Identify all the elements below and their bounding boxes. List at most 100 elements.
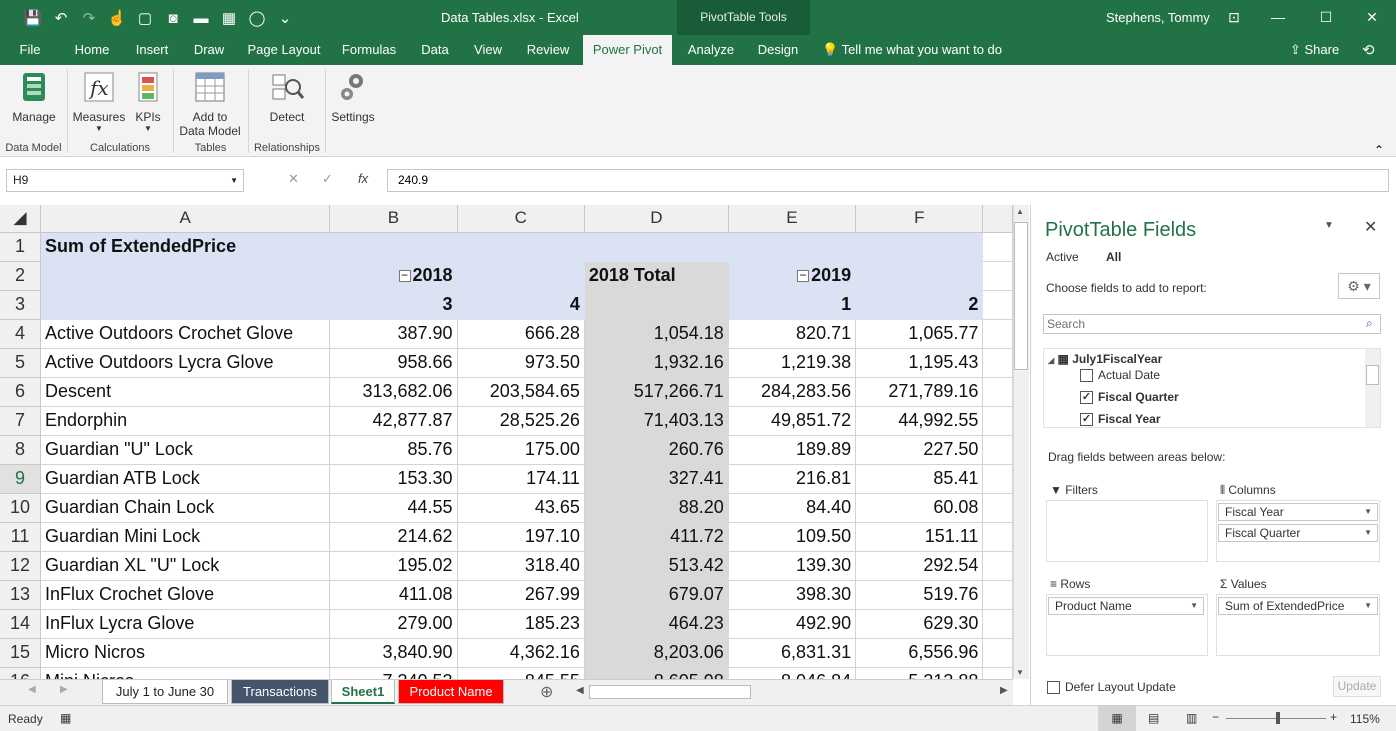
sheet-tab-transactions[interactable]: Transactions	[231, 680, 329, 704]
defer-layout-checkbox[interactable]: Defer Layout Update	[1047, 680, 1176, 695]
zoom-thumb[interactable]	[1276, 712, 1280, 724]
row-header[interactable]: 11	[0, 522, 42, 552]
product-name-cell[interactable]: InFlux Crochet Glove	[40, 580, 331, 610]
close-window-icon[interactable]: ✕	[1366, 9, 1378, 25]
value-cell[interactable]: 1,054.18	[584, 319, 729, 349]
value-cell[interactable]: 318.40	[457, 551, 585, 581]
field-list-thumb[interactable]	[1366, 365, 1379, 385]
tab-analyze[interactable]: Analyze	[687, 42, 735, 57]
tab-draw[interactable]: Draw	[193, 42, 225, 57]
shapes-icon[interactable]: ◯	[248, 10, 266, 27]
row-header[interactable]: 16	[0, 667, 42, 679]
add-to-data-model-button[interactable]: Add to Data Model	[176, 69, 244, 138]
row-header[interactable]: 15	[0, 638, 42, 668]
collapse-icon[interactable]: −	[398, 269, 411, 283]
checkbox[interactable]: ✓	[1080, 413, 1093, 427]
value-cell[interactable]: 820.71	[728, 319, 857, 349]
column-item-fiscal-year[interactable]: Fiscal Year	[1218, 503, 1378, 521]
product-name-cell[interactable]: Guardian Chain Lock	[40, 493, 331, 523]
settings-button[interactable]: Settings	[328, 69, 378, 124]
ribbon-display-icon[interactable]: ⊡	[1228, 9, 1240, 25]
column-header[interactable]: D	[584, 205, 729, 233]
field-list[interactable]: ◢ ▦ July1FiscalYear Actual Date ✓ Fiscal …	[1043, 348, 1381, 428]
tab-power-pivot[interactable]: Power Pivot	[583, 35, 672, 65]
macro-record-icon[interactable]: ▦	[60, 711, 72, 725]
tab-data[interactable]: Data	[421, 42, 449, 57]
value-cell[interactable]: 1,195.43	[855, 348, 984, 378]
touch-mode-icon[interactable]: ☝	[107, 10, 127, 27]
year-2019-header[interactable]: −2019	[728, 261, 857, 291]
row-header[interactable]: 7	[0, 406, 42, 436]
tab-design[interactable]: Design	[757, 42, 799, 57]
pane-options-icon[interactable]: ▼	[1324, 220, 1334, 231]
horizontal-scroll-thumb[interactable]	[589, 685, 751, 699]
tab-page-layout[interactable]: Page Layout	[247, 42, 321, 57]
value-cell[interactable]: 5,313.88	[855, 667, 984, 679]
row-header[interactable]: 1	[0, 232, 42, 262]
value-cell[interactable]: 279.00	[329, 609, 458, 639]
year-total-header[interactable]: 2018 Total	[584, 261, 729, 291]
column-header[interactable]: C	[457, 205, 585, 233]
field-list-scrollbar[interactable]	[1365, 349, 1380, 427]
value-cell[interactable]: 327.41	[584, 464, 729, 494]
kpis-button[interactable]: KPIs ▼	[130, 69, 166, 133]
value-cell[interactable]: 43.65	[457, 493, 585, 523]
tab-formulas[interactable]: Formulas	[341, 42, 397, 57]
value-cell[interactable]: 387.90	[329, 319, 458, 349]
tell-me-search[interactable]: 💡 Tell me what you want to do	[822, 42, 1002, 57]
quarter-header[interactable]: 1	[728, 290, 857, 320]
open-folder-icon[interactable]: ▬	[193, 9, 209, 27]
row-header[interactable]: 13	[0, 580, 42, 610]
checkbox[interactable]	[1080, 369, 1093, 383]
row-header[interactable]: 4	[0, 319, 42, 349]
value-cell[interactable]: 464.23	[584, 609, 729, 639]
sheet-tab-july[interactable]: July 1 to June 30	[102, 680, 228, 704]
page-layout-view-icon[interactable]: ▤	[1148, 711, 1160, 725]
new-sheet-icon[interactable]: ⊕	[540, 684, 554, 701]
product-name-cell[interactable]: Guardian Mini Lock	[40, 522, 331, 552]
value-cell[interactable]: 271,789.16	[855, 377, 984, 407]
value-cell[interactable]: 175.00	[457, 435, 585, 465]
worksheet-grid[interactable]: ◢ A B C D E F 1 Sum of ExtendedPrice 2 −…	[0, 205, 1013, 679]
row-header[interactable]: 3	[0, 290, 42, 320]
value-cell[interactable]: 492.90	[728, 609, 857, 639]
value-cell[interactable]: 8,605.98	[584, 667, 729, 679]
user-name[interactable]: Stephens, Tommy	[1106, 10, 1210, 25]
vertical-scroll-thumb[interactable]	[1014, 222, 1028, 370]
insert-function-icon[interactable]: fx	[358, 171, 369, 186]
enter-icon[interactable]: ✓	[322, 171, 333, 186]
value-cell[interactable]: 109.50	[728, 522, 857, 552]
product-name-cell[interactable]: InFlux Lycra Glove	[40, 609, 331, 639]
value-cell[interactable]: 6,831.31	[728, 638, 857, 668]
page-break-view-icon[interactable]: ▥	[1186, 711, 1198, 725]
history-icon[interactable]: ⟲	[1362, 42, 1375, 59]
zoom-in-icon[interactable]: +	[1330, 710, 1338, 724]
column-header[interactable]: B	[329, 205, 458, 233]
value-cell[interactable]: 3,840.90	[329, 638, 458, 668]
row-header[interactable]: 2	[0, 261, 42, 291]
column-item-fiscal-quarter[interactable]: Fiscal Quarter	[1218, 524, 1378, 542]
name-box[interactable]: H9 ▼	[6, 169, 244, 192]
row-header[interactable]: 12	[0, 551, 42, 581]
value-cell[interactable]: 189.89	[728, 435, 857, 465]
value-cell[interactable]: 8,046.84	[728, 667, 857, 679]
scroll-down-icon[interactable]: ▼	[1016, 668, 1024, 677]
gear-icon[interactable]: ⚙ ▾	[1338, 273, 1380, 299]
checkbox[interactable]: ✓	[1080, 391, 1093, 405]
camera-icon[interactable]: ◙	[168, 9, 178, 27]
value-cell[interactable]: 71,403.13	[584, 406, 729, 436]
row-header[interactable]: 6	[0, 377, 42, 407]
print-preview-icon[interactable]: ▢	[137, 10, 153, 27]
value-cell[interactable]: 216.81	[728, 464, 857, 494]
zoom-out-icon[interactable]: −	[1212, 710, 1220, 724]
customize-qat-icon[interactable]: ⌄	[278, 10, 292, 27]
maximize-icon[interactable]: ☐	[1319, 9, 1333, 25]
value-cell[interactable]: 1,932.16	[584, 348, 729, 378]
product-name-cell[interactable]: Active Outdoors Crochet Glove	[40, 319, 331, 349]
collapse-ribbon-icon[interactable]: ⌃	[1374, 143, 1385, 157]
row-header[interactable]: 14	[0, 609, 42, 639]
prev-sheet-icon[interactable]: ◀	[28, 684, 36, 695]
measures-button[interactable]: fx Measures ▼	[72, 69, 126, 133]
tab-file[interactable]: File	[19, 42, 41, 57]
share-button[interactable]: ⇪ Share	[1290, 42, 1340, 57]
